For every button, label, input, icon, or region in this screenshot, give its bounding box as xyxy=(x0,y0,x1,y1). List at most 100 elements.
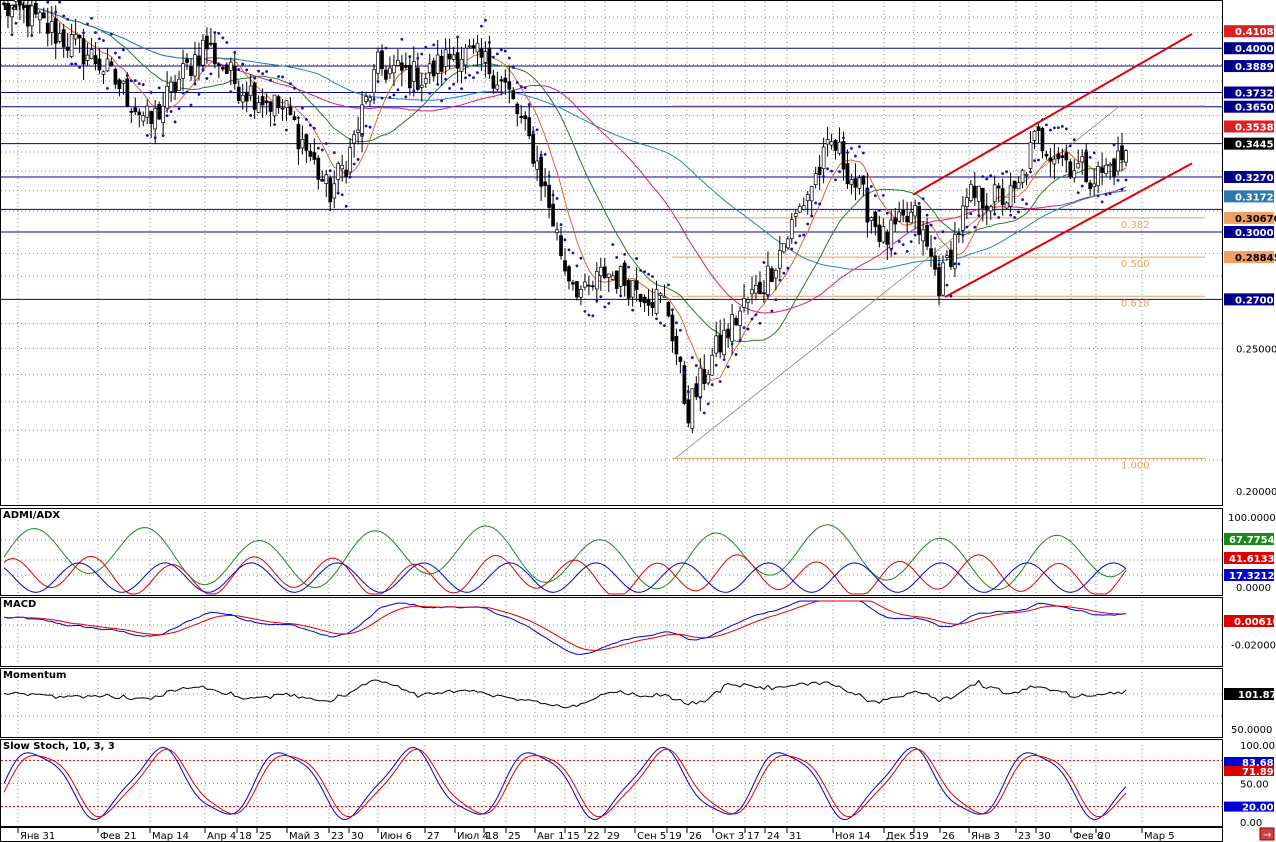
macd-value-label: 0.00610 xyxy=(1234,617,1276,628)
sar-dot xyxy=(90,16,93,20)
sar-dot xyxy=(639,268,642,272)
candle-body xyxy=(26,5,30,27)
sar-dot xyxy=(977,214,981,217)
candle-body xyxy=(591,285,595,288)
macd-panel-border xyxy=(0,597,1223,667)
candle-body xyxy=(770,268,774,282)
sar-dot xyxy=(404,95,408,99)
fib-label: 0.618 xyxy=(1121,298,1150,309)
date-tick-label: Май 3 xyxy=(289,831,320,842)
sar-dot xyxy=(448,86,452,90)
momentum-value-box xyxy=(1224,688,1274,700)
sar-dot xyxy=(344,204,348,208)
candle-body xyxy=(646,299,651,306)
sar-dot xyxy=(70,62,74,66)
adx-tick-label: 0.0000 xyxy=(1236,583,1271,594)
fib-trend-line xyxy=(674,105,1121,459)
candle-body xyxy=(1104,164,1108,175)
candle-body xyxy=(1020,169,1025,183)
candle-body xyxy=(917,205,921,235)
date-tick-label: 26 xyxy=(689,831,702,842)
candle-body xyxy=(252,82,257,110)
candle-body xyxy=(869,217,874,221)
stoch-panel-title: Slow Stoch, 10, 3, 3 xyxy=(3,741,115,752)
date-tick-label: 23 xyxy=(1018,831,1031,842)
price-label-box xyxy=(1224,293,1274,306)
candle-body xyxy=(539,156,543,187)
sar-dot xyxy=(686,390,690,394)
price-axis: 0.41081 0.40000 0.38898 0.37320 0.36500 0.353… xyxy=(1224,25,1276,829)
sar-dot xyxy=(328,169,332,173)
candle-body xyxy=(316,157,321,180)
candle-body xyxy=(455,52,460,69)
date-tick-label: Июл 4 xyxy=(457,831,489,842)
sar-dot xyxy=(257,69,261,73)
candle-body xyxy=(89,49,94,60)
sar-dot xyxy=(1025,202,1028,206)
price-tick-label: 0.25000 xyxy=(1236,345,1276,356)
stoch-panel: Slow Stoch, 10, 3, 3 xyxy=(0,739,1223,827)
candle-body xyxy=(260,96,265,106)
candle-body xyxy=(1068,161,1073,178)
sar-dot xyxy=(74,62,78,66)
candle-body xyxy=(57,32,62,42)
candle-body xyxy=(893,217,898,225)
candle-body xyxy=(1092,183,1097,188)
candle-body xyxy=(312,152,317,160)
sar-dot xyxy=(114,51,117,55)
price-label-box xyxy=(1224,60,1274,73)
candle-body xyxy=(1008,185,1013,207)
sar-dot xyxy=(1009,213,1013,217)
sar-dot xyxy=(106,86,109,90)
adx-lines xyxy=(3,524,1127,595)
candle-body xyxy=(1000,188,1005,206)
sar-dot xyxy=(480,24,483,28)
candle-body xyxy=(849,179,854,185)
candle-body xyxy=(217,63,221,66)
sar-dot xyxy=(607,301,611,305)
sar-dot xyxy=(655,317,658,321)
price-label: 0.27000 xyxy=(1235,295,1276,306)
sar-dot xyxy=(635,257,639,260)
candle-body xyxy=(137,111,142,116)
price-tick-label: 0.20000 xyxy=(1236,487,1276,498)
candle-body xyxy=(575,281,579,298)
candle-body xyxy=(284,100,289,109)
candle-body xyxy=(288,106,293,116)
candle-body xyxy=(165,85,169,109)
candle-body xyxy=(185,58,189,63)
candle-body xyxy=(451,54,456,60)
stoch-tick-label: 50.00 xyxy=(1240,780,1269,791)
sar-dot xyxy=(1120,187,1124,191)
candle-body xyxy=(419,84,424,88)
sar-dot xyxy=(225,41,229,44)
stoch-value-box xyxy=(1224,766,1274,776)
sar-dot xyxy=(989,174,993,177)
date-tick-label: 30 xyxy=(351,831,364,842)
sar-dot xyxy=(137,82,141,86)
sar-dot xyxy=(710,383,714,387)
sar-dot xyxy=(690,356,694,359)
candle-body xyxy=(682,365,687,404)
sar-dot xyxy=(476,71,479,75)
sar-dot xyxy=(921,197,925,201)
candle-body xyxy=(996,185,1001,189)
date-tick-label: Фев 6 xyxy=(1073,831,1103,842)
date-tick-label: 31 xyxy=(789,831,802,842)
sar-dot xyxy=(842,136,845,140)
candle-body xyxy=(988,206,993,212)
sar-dot xyxy=(623,252,627,256)
candle-body xyxy=(244,91,249,102)
candle-body xyxy=(813,173,818,185)
sar-dot xyxy=(615,256,619,259)
price-label: 0.38898 xyxy=(1235,62,1276,73)
candle-body xyxy=(85,54,90,61)
candle-body xyxy=(240,94,245,103)
sar-dot xyxy=(205,77,209,80)
corner-button[interactable]: → xyxy=(1259,827,1275,841)
sar-dot xyxy=(233,51,237,54)
candle-body xyxy=(22,5,26,8)
sar-dot xyxy=(1060,124,1064,128)
sar-dot xyxy=(555,197,559,200)
